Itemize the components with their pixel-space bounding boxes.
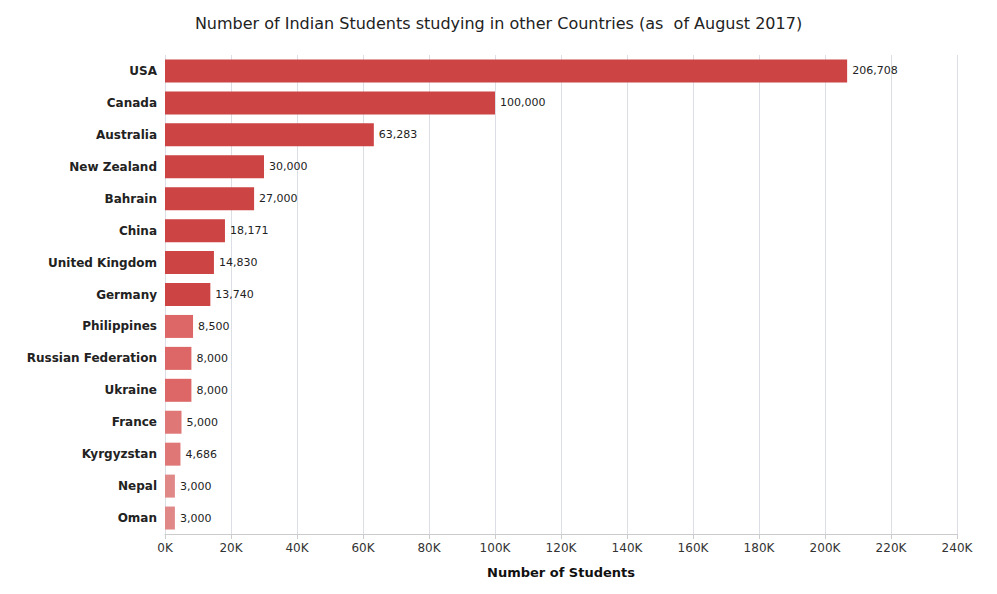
svg-text:Number of Indian Students stud: Number of Indian Students studying in ot… [195, 14, 802, 33]
svg-text:8,000: 8,000 [196, 352, 228, 365]
svg-text:New Zealand: New Zealand [69, 160, 157, 174]
svg-text:3,000: 3,000 [180, 480, 212, 493]
svg-text:Russian Federation: Russian Federation [27, 351, 157, 365]
svg-text:4,686: 4,686 [185, 448, 217, 461]
svg-text:63,283: 63,283 [379, 128, 418, 141]
svg-text:140K: 140K [612, 541, 644, 555]
svg-text:Bahrain: Bahrain [105, 192, 157, 206]
svg-text:3,000: 3,000 [180, 512, 212, 525]
svg-text:Canada: Canada [107, 96, 157, 110]
svg-text:18,171: 18,171 [230, 224, 269, 237]
svg-text:206,708: 206,708 [852, 64, 898, 77]
svg-text:60K: 60K [351, 541, 375, 555]
svg-text:100,000: 100,000 [500, 96, 546, 109]
svg-text:Australia: Australia [96, 128, 157, 142]
svg-text:Nepal: Nepal [118, 479, 157, 493]
svg-text:Philippines: Philippines [82, 319, 157, 333]
svg-text:Germany: Germany [96, 288, 157, 302]
svg-text:14,830: 14,830 [219, 256, 258, 269]
svg-text:240K: 240K [942, 541, 974, 555]
svg-text:0K: 0K [157, 541, 174, 555]
svg-text:5,000: 5,000 [187, 416, 219, 429]
svg-text:China: China [119, 224, 157, 238]
svg-text:Oman: Oman [118, 511, 157, 525]
svg-text:30,000: 30,000 [269, 160, 308, 173]
svg-text:100K: 100K [480, 541, 512, 555]
svg-text:Kyrgyzstan: Kyrgyzstan [82, 447, 157, 461]
svg-text:180K: 180K [744, 541, 776, 555]
svg-text:USA: USA [129, 64, 157, 78]
svg-text:Number of Students: Number of Students [487, 565, 635, 580]
svg-text:120K: 120K [546, 541, 578, 555]
svg-text:80K: 80K [417, 541, 441, 555]
svg-text:France: France [112, 415, 157, 429]
svg-text:40K: 40K [285, 541, 309, 555]
svg-text:200K: 200K [810, 541, 842, 555]
svg-text:United Kingdom: United Kingdom [48, 256, 157, 270]
svg-text:8,500: 8,500 [198, 320, 230, 333]
svg-text:13,740: 13,740 [215, 288, 254, 301]
svg-text:160K: 160K [678, 541, 710, 555]
svg-text:220K: 220K [876, 541, 908, 555]
svg-text:8,000: 8,000 [196, 384, 228, 397]
svg-text:27,000: 27,000 [259, 192, 298, 205]
svg-text:20K: 20K [219, 541, 243, 555]
svg-text:Ukraine: Ukraine [104, 383, 157, 397]
